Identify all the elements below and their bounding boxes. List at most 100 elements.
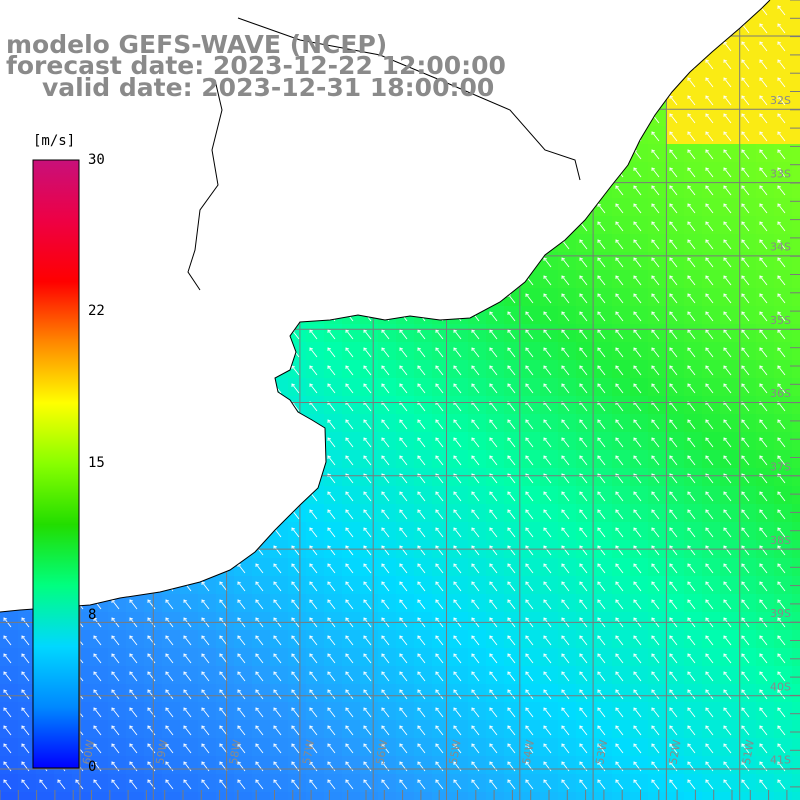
wind-arrow [111, 743, 120, 754]
field-cell [198, 702, 217, 721]
field-cell [414, 684, 433, 703]
wind-arrow [309, 779, 318, 790]
field-cell [360, 396, 379, 415]
field-cell [396, 594, 415, 613]
field-cell [468, 486, 487, 505]
wind-arrow [453, 671, 462, 682]
field-cell [720, 234, 739, 253]
wind-arrow [579, 275, 588, 286]
wind-arrow [723, 95, 732, 106]
field-cell [594, 378, 613, 397]
wind-arrow [669, 419, 678, 430]
lon-label: 55W [447, 739, 464, 766]
wind-arrow [471, 437, 480, 448]
field-cell [324, 396, 343, 415]
field-cell [486, 378, 505, 397]
wind-arrow [435, 707, 444, 718]
wind-arrow [381, 455, 390, 466]
wind-arrow [237, 779, 246, 790]
field-cell [684, 792, 703, 800]
wind-arrow [777, 347, 786, 358]
field-cell [324, 702, 343, 721]
wind-arrow [381, 581, 390, 592]
field-cell [576, 684, 595, 703]
wind-arrow [543, 707, 552, 718]
wind-arrow [219, 581, 228, 592]
field-cell [288, 360, 307, 379]
wind-arrow [561, 365, 570, 376]
wind-arrow [183, 635, 192, 646]
wind-arrow [309, 671, 318, 682]
wind-arrow [777, 545, 786, 556]
field-cell [504, 450, 523, 469]
wind-arrow [705, 239, 714, 250]
wind-arrow [309, 653, 318, 664]
field-cell [522, 684, 541, 703]
wind-arrow [435, 635, 444, 646]
wind-arrow [237, 725, 246, 736]
wind-arrow [759, 743, 768, 754]
field-cell [180, 738, 199, 757]
wind-arrow [237, 635, 246, 646]
wind-arrow [543, 581, 552, 592]
field-cell [576, 666, 595, 685]
field-cell [684, 378, 703, 397]
field-cell [792, 144, 800, 163]
field-cell [360, 612, 379, 631]
wind-arrow [399, 455, 408, 466]
field-cell [90, 612, 109, 631]
wind-arrow [615, 347, 624, 358]
wind-arrow [399, 599, 408, 610]
field-cell [432, 594, 451, 613]
field-cell [180, 720, 199, 739]
field-cell [270, 558, 289, 577]
field-cell [126, 738, 145, 757]
field-cell [666, 198, 685, 217]
field-cell [666, 108, 685, 127]
field-cell [666, 360, 685, 379]
field-cell [648, 378, 667, 397]
wind-arrow [93, 779, 102, 790]
wind-arrow [381, 671, 390, 682]
field-cell [684, 738, 703, 757]
wind-arrow [759, 527, 768, 538]
wind-arrow [633, 347, 642, 358]
wind-arrow [633, 329, 642, 340]
field-cell [558, 342, 577, 361]
field-cell [360, 468, 379, 487]
field-cell [702, 702, 721, 721]
field-cell [468, 738, 487, 757]
title-forecast-date: forecast date: 2023-12-22 12:00:00 [6, 51, 506, 80]
wind-arrow [615, 239, 624, 250]
wind-arrow [327, 671, 336, 682]
wind-arrow [381, 599, 390, 610]
field-cell [342, 504, 361, 523]
wind-arrow [291, 527, 300, 538]
field-cell [594, 594, 613, 613]
field-cell [738, 144, 757, 163]
wind-arrow [777, 293, 786, 304]
field-cell [558, 414, 577, 433]
field-cell [162, 594, 181, 613]
field-cell [504, 522, 523, 541]
field-cell [702, 126, 721, 145]
field-cell [432, 450, 451, 469]
field-cell [324, 504, 343, 523]
field-cell [756, 342, 775, 361]
field-cell [342, 468, 361, 487]
field-cell [756, 594, 775, 613]
field-cell [792, 18, 800, 37]
field-cell [234, 666, 253, 685]
field-cell [414, 756, 433, 775]
wind-arrow [597, 635, 606, 646]
field-cell [684, 180, 703, 199]
field-cell [378, 684, 397, 703]
field-cell [630, 216, 649, 235]
wind-arrow [723, 257, 732, 268]
wind-arrow [471, 725, 480, 736]
field-cell [486, 792, 505, 800]
field-cell [342, 756, 361, 775]
field-cell [270, 648, 289, 667]
wind-arrow [399, 491, 408, 502]
wind-arrow [543, 347, 552, 358]
